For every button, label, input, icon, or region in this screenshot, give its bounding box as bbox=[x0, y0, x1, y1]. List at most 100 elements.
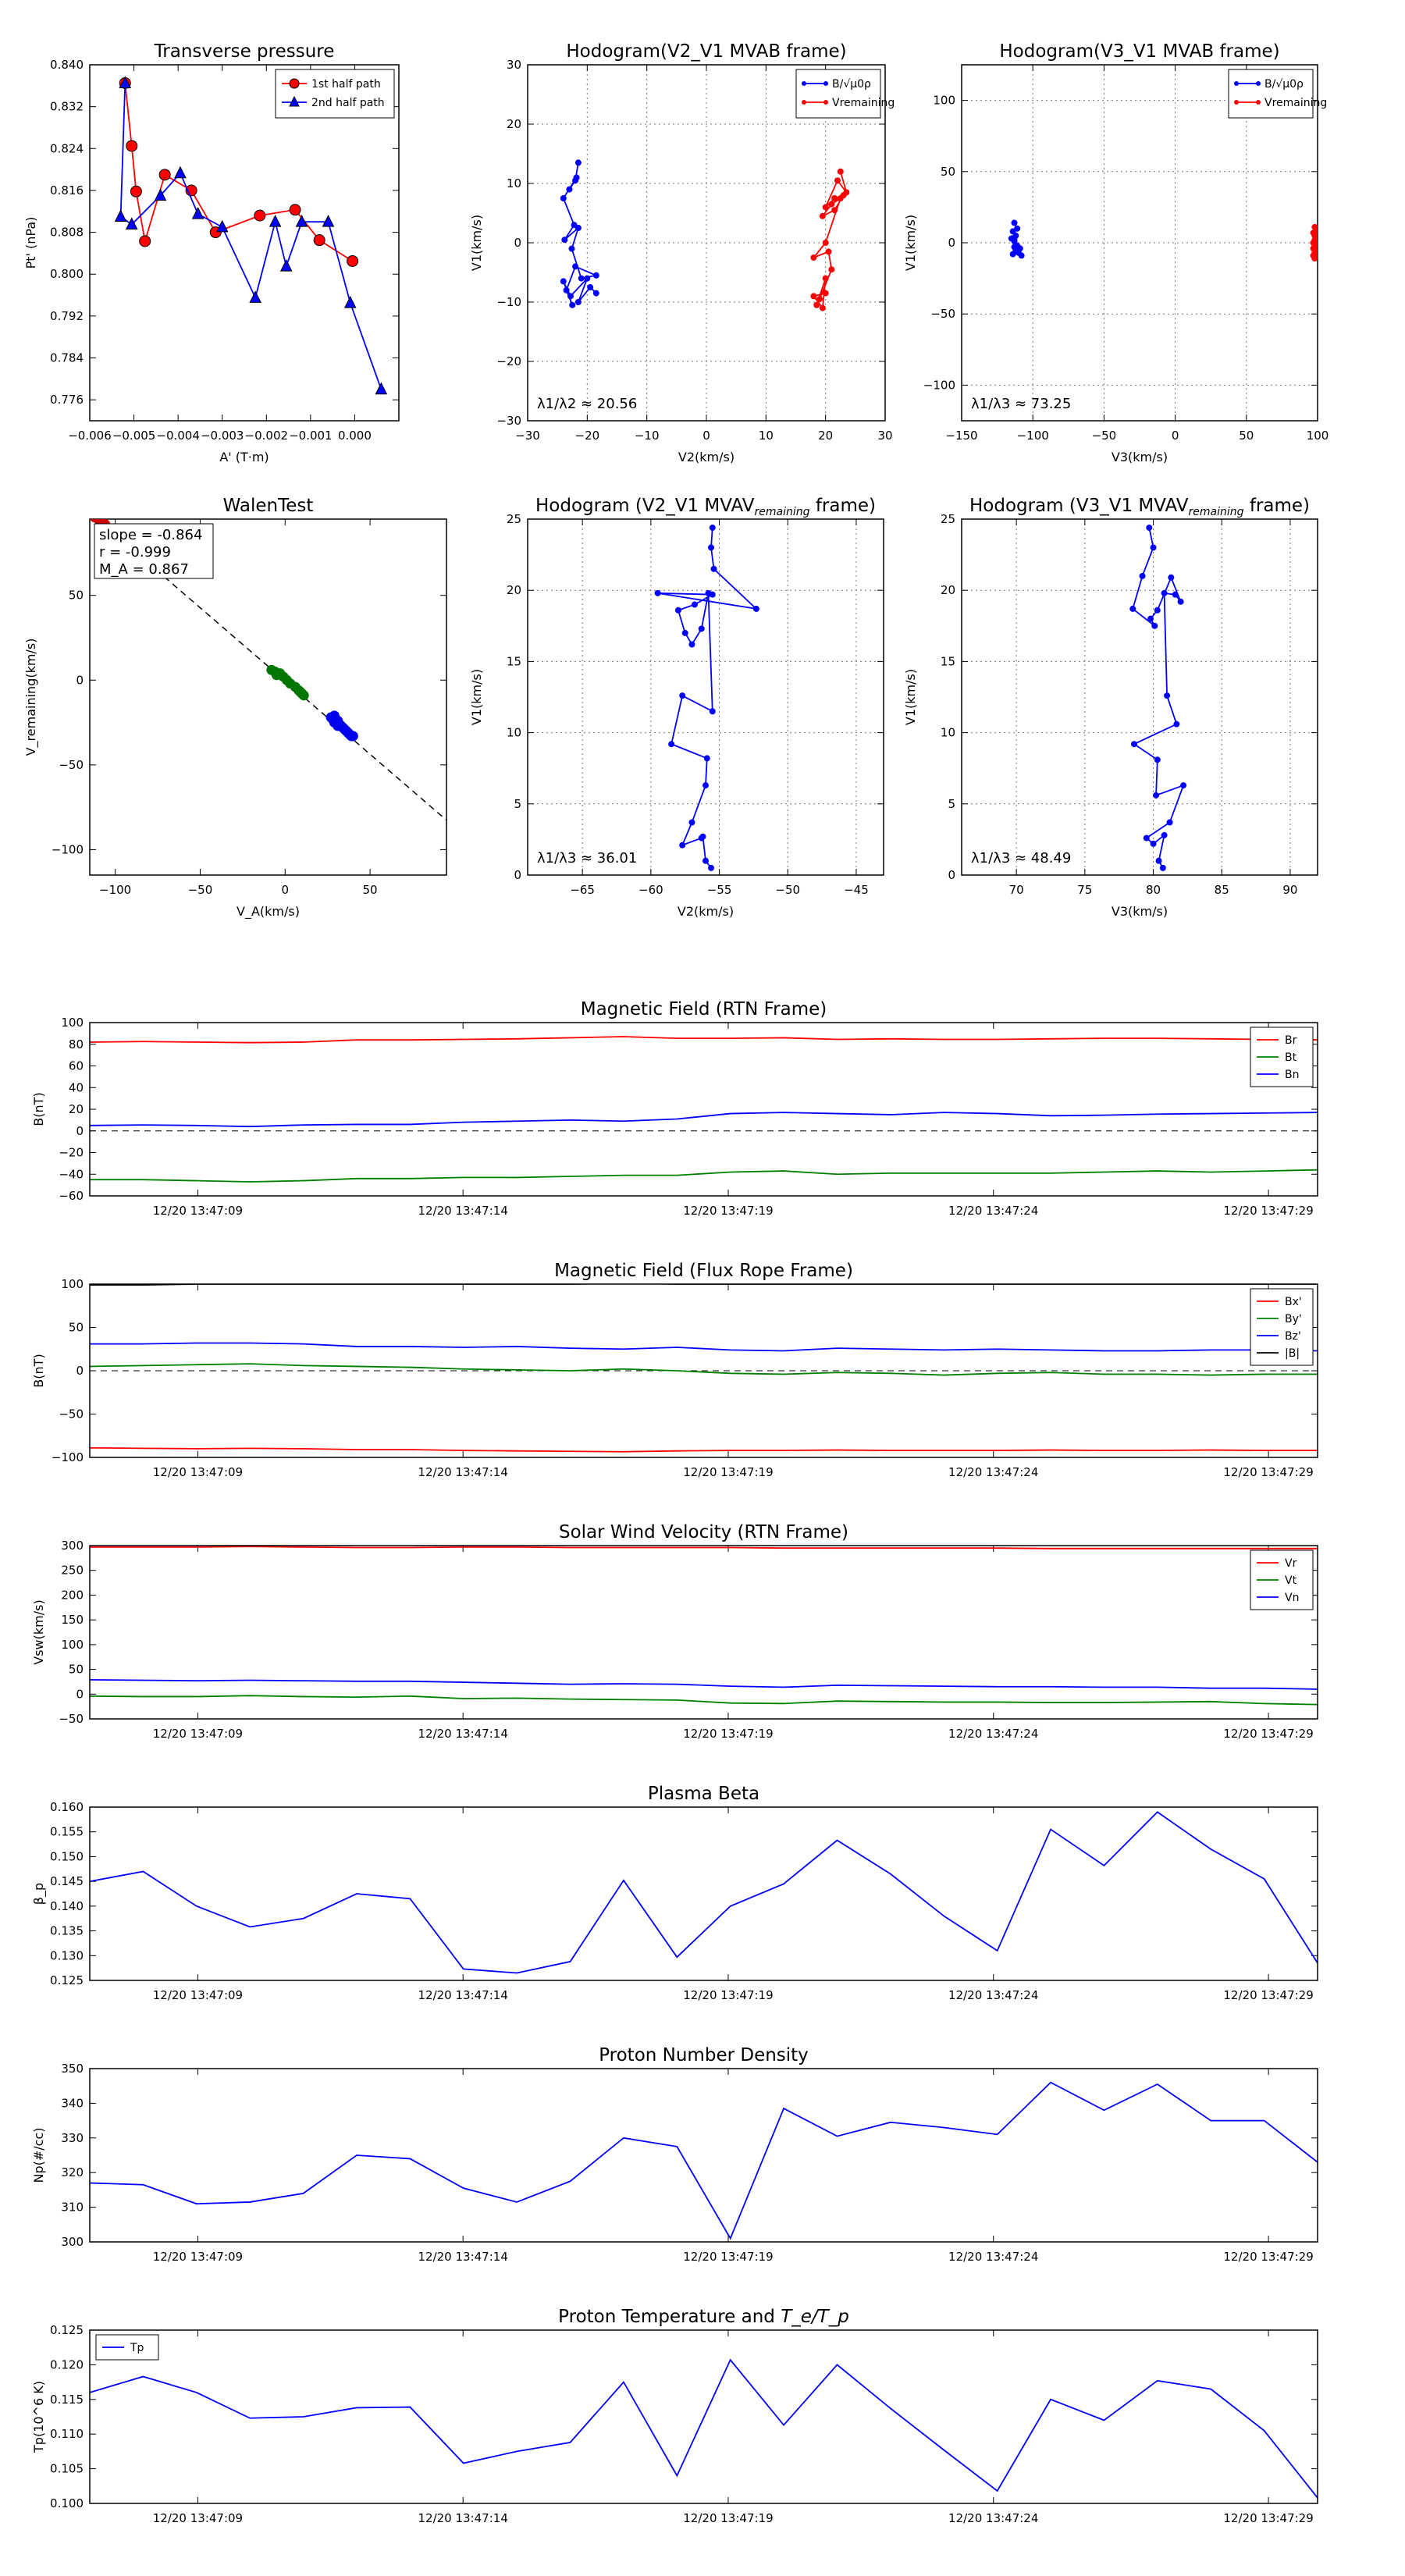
h31-series-b-0-point-14 bbox=[1014, 244, 1021, 251]
h31-plot bbox=[1008, 219, 1318, 262]
bflux-series-bx bbox=[90, 1446, 1318, 1453]
tp-series-2nd-half-path-point-6 bbox=[215, 219, 229, 233]
hr31-xtick-label: 80 bbox=[1146, 883, 1161, 897]
np-xtick-label: 12/20 13:47:09 bbox=[153, 2250, 243, 2264]
tp-series-2nd-half-path-point-10 bbox=[295, 215, 308, 227]
h21-series-vremaining-point-15 bbox=[813, 301, 820, 308]
tp-title: Transverse pressure bbox=[154, 41, 335, 62]
h31-legend-b-0-marker bbox=[1234, 81, 1239, 86]
hr31-series-path-point-19 bbox=[1150, 840, 1157, 847]
bflux-xtick-label: 12/20 13:47:19 bbox=[683, 1465, 773, 1479]
bfield-ylabel: B(nT) bbox=[31, 1092, 46, 1126]
h31-ylabel: V1(km/s) bbox=[903, 215, 918, 271]
h31-xtick-label: 100 bbox=[1307, 429, 1329, 443]
hr21-ylabel: V1(km/s) bbox=[469, 669, 484, 725]
bfield-series-br bbox=[90, 1036, 1318, 1044]
h21-series-vremaining-point-18 bbox=[810, 293, 817, 300]
beta-ytick-label: 0.135 bbox=[50, 1924, 84, 1938]
tp-series-2nd-half-path-point-1 bbox=[114, 209, 127, 222]
h21-xtick-label: 10 bbox=[759, 429, 774, 443]
np-ytick-label: 350 bbox=[61, 2062, 84, 2076]
h21-xtick-label: −20 bbox=[575, 429, 600, 443]
bfield-ytick-label: −20 bbox=[59, 1146, 84, 1160]
walen-xlabel: V_A(km/s) bbox=[237, 904, 300, 920]
hr21-series-path-point-8 bbox=[681, 629, 688, 636]
walen-xtick-label: −50 bbox=[188, 883, 213, 897]
tp-series-2nd-half-path-point-4 bbox=[174, 165, 187, 179]
vsw-ytick-label: −50 bbox=[59, 1712, 84, 1726]
hr31-series-path-point-2 bbox=[1139, 572, 1146, 579]
h21-series-b-0-point-8 bbox=[568, 245, 575, 252]
bflux-ytick-label: 100 bbox=[61, 1277, 84, 1291]
h21-series-vremaining-point-2 bbox=[834, 177, 841, 184]
vsw-ytick-label: 0 bbox=[76, 1687, 84, 1701]
panel-h31: −150 −100 −50 0 50 100 −100 −50 0 50 100 Hodogram(V… bbox=[903, 41, 1329, 464]
bflux-xtick-label: 12/20 13:47:24 bbox=[948, 1465, 1038, 1479]
beta-title: Plasma Beta bbox=[648, 1784, 759, 1804]
h21-legend-vremaining-label: Vremaining bbox=[832, 97, 895, 109]
bfield-legend-br-label: Br bbox=[1285, 1034, 1297, 1047]
h31-annotation: λ1/λ3 ≈ 73.25 bbox=[971, 396, 1071, 412]
hr21-series-path-point-0 bbox=[709, 524, 716, 531]
hr31-series-path-point-13 bbox=[1130, 741, 1137, 748]
vsw-ytick-label: 150 bbox=[61, 1613, 84, 1627]
vsw-series-vt bbox=[90, 1695, 1318, 1706]
hr21-xtick-label: −50 bbox=[775, 883, 800, 897]
hr31-series-path-point-10 bbox=[1161, 589, 1168, 596]
walen-xtick-label: −100 bbox=[99, 883, 131, 897]
h21-series-vremaining-point-8 bbox=[828, 201, 835, 208]
tp-series-2nd-half-path-line bbox=[119, 83, 382, 390]
tp-legend-2nd-half-path-marker bbox=[289, 95, 300, 107]
hr21-series-path-point-9 bbox=[688, 641, 695, 648]
walen-ylabel: V_remaining(km/s) bbox=[23, 639, 39, 756]
hr21-ytick-label: 15 bbox=[507, 654, 521, 668]
vsw-xtick-label: 12/20 13:47:19 bbox=[683, 1727, 773, 1741]
h31-series-b-0-point-13 bbox=[1018, 252, 1025, 259]
walen-xtick-label: 50 bbox=[363, 883, 378, 897]
walen-ytick-label: 0 bbox=[76, 673, 84, 687]
hr21-series-path-point-13 bbox=[679, 692, 686, 699]
vsw-legend-vr-label: Vr bbox=[1285, 1557, 1297, 1570]
h21-series-b-0-point-7 bbox=[574, 225, 582, 231]
bfield-xtick-label: 12/20 13:47:14 bbox=[418, 1204, 508, 1218]
hr21-series-path-point-18 bbox=[679, 841, 686, 849]
tp-series-2nd-half-path-point-2 bbox=[125, 217, 138, 230]
tp-ytick-label: 0.784 bbox=[50, 351, 84, 365]
bflux-legend-bx-label: Bx' bbox=[1285, 1296, 1302, 1308]
walen-series-green-point-11 bbox=[298, 690, 309, 701]
np-plot bbox=[90, 2081, 1318, 2240]
tp2-ytick-label: 0.105 bbox=[50, 2462, 84, 2476]
bflux-legend-b-label: |B| bbox=[1285, 1347, 1300, 1360]
hr31-ytick-label: 10 bbox=[941, 726, 955, 740]
tp2-axes-frame bbox=[89, 2329, 1318, 2504]
hr21-series-path-point-15 bbox=[703, 755, 710, 762]
tp2-ytick-label: 0.110 bbox=[50, 2427, 84, 2441]
beta-xtick-label: 12/20 13:47:19 bbox=[683, 1988, 773, 2002]
tp2-series-tp bbox=[90, 2358, 1318, 2499]
hr31-series-path-point-1 bbox=[1150, 544, 1157, 551]
bfield-axes-frame bbox=[89, 1022, 1318, 1197]
hr31-series-path-point-5 bbox=[1147, 615, 1154, 622]
bflux-xtick-label: 12/20 13:47:29 bbox=[1223, 1465, 1313, 1479]
np-title: Proton Number Density bbox=[599, 2045, 809, 2065]
h21-series-b-0-point-13 bbox=[569, 301, 576, 308]
bfield-series-bt bbox=[90, 1169, 1318, 1183]
hr31-series-path-point-7 bbox=[1168, 574, 1175, 581]
walen-ytick-label: −100 bbox=[52, 842, 84, 856]
walen-title: WalenTest bbox=[223, 496, 314, 516]
vsw-plot bbox=[90, 1546, 1318, 1706]
beta-ytick-label: 0.155 bbox=[50, 1825, 84, 1839]
h21-series-vremaining-point-14 bbox=[816, 296, 823, 303]
bfield-ytick-label: 40 bbox=[69, 1080, 84, 1094]
tp-series-2nd-half-path-point-3 bbox=[154, 188, 167, 201]
hr31-series-path-point-20 bbox=[1161, 831, 1168, 838]
h21-legend-vremaining-marker bbox=[802, 100, 806, 105]
h21-xtick-label: 30 bbox=[877, 429, 892, 443]
hr21-ytick-label: 0 bbox=[514, 868, 521, 882]
vsw-legend-vn-label: Vn bbox=[1285, 1592, 1299, 1604]
h21-ytick-label: 10 bbox=[507, 176, 521, 190]
hr31-series-path-point-11 bbox=[1164, 692, 1171, 699]
hr21-series-path-point-11 bbox=[705, 589, 712, 596]
panel-tp2: 0.100 0.105 0.110 0.115 0.120 0.125 12/20 13:4… bbox=[31, 2307, 1318, 2525]
vsw-ytick-label: 100 bbox=[61, 1638, 84, 1652]
